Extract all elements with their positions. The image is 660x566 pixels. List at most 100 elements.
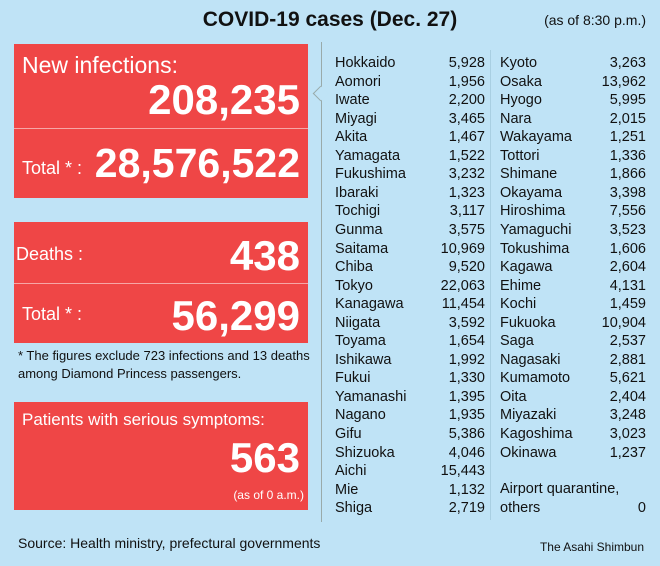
prefecture-name: Fukuoka [500,314,556,331]
prefecture-name: Tokyo [335,277,373,294]
prefecture-row: Fukui 1,330 [335,369,485,388]
prefecture-name: Hyogo [500,92,542,109]
prefecture-value: 3,263 [609,55,646,71]
prefecture-name: Saitama [335,240,389,257]
prefecture-row: Ibaraki 1,323 [335,184,485,203]
prefecture-name: Osaka [500,73,542,90]
prefecture-row: Iwate 2,200 [335,91,485,110]
prefecture-name: Nara [500,110,532,127]
prefecture-row: Yamaguchi 3,523 [500,221,646,240]
airport-row: Airport quarantine, [500,480,646,499]
prefecture-name: Chiba [335,259,373,276]
prefecture-name: Iwate [335,92,370,109]
prefecture-name: Okayama [500,184,563,201]
deaths-panel: Deaths : 438 Total * : 56,299 [14,222,308,343]
prefecture-value: 3,592 [448,314,485,331]
prefecture-value: 2,200 [448,92,485,109]
new-infections-label: New infections: [22,52,178,78]
prefecture-row: Kagawa 2,604 [500,258,646,277]
prefecture-name: Nagasaki [500,351,561,368]
prefecture-value: 5,995 [609,92,646,109]
prefecture-name: Saga [500,333,534,350]
prefecture-name: Gifu [335,426,362,442]
prefecture-value: 2,015 [609,110,646,127]
bracket-line [321,42,322,522]
prefecture-name: Miyagi [335,110,377,127]
prefecture-name: Ishikawa [335,351,392,368]
prefecture-value: 1,459 [609,296,646,313]
prefecture-value: 1,251 [609,129,646,146]
prefecture-row: Saga 2,537 [500,332,646,351]
prefecture-row: Ishikawa 1,992 [335,351,485,370]
prefecture-row: Miyagi 3,465 [335,110,485,129]
source-note: Source: Health ministry, prefectural gov… [18,535,321,551]
prefecture-row: Okinawa 1,237 [500,444,646,463]
prefecture-value: 22,063 [440,277,485,294]
serious-label: Patients with serious symptoms: [22,410,265,429]
serious-as-of: (as of 0 a.m.) [233,488,304,502]
deaths-label: Deaths : [16,244,84,264]
prefecture-row: Shizuoka 4,046 [335,444,485,463]
prefecture-name: Aichi [335,463,367,480]
prefecture-row: Wakayama 1,251 [500,128,646,147]
prefecture-row: Kyoto 3,263 [500,54,646,73]
deaths-value: 438 [229,232,300,279]
prefecture-value: 11,454 [441,296,485,313]
prefecture-name: Yamanashi [335,388,407,405]
prefecture-value: 3,248 [609,407,646,424]
prefecture-name: Gunma [335,221,383,238]
prefecture-value: 1,336 [609,147,646,164]
prefecture-row: Fukuoka 10,904 [500,314,646,333]
airport-label-2: others [500,499,541,516]
prefecture-name: Tokushima [500,240,570,257]
prefecture-row: Shimane 1,866 [500,165,646,184]
prefecture-name: Wakayama [500,129,572,146]
prefecture-row: Fukushima 3,232 [335,165,485,184]
prefecture-name: Hokkaido [335,55,396,71]
prefecture-name: Miyazaki [500,407,557,424]
column-divider [490,50,491,520]
prefecture-row: Nagasaki 2,881 [500,351,646,370]
prefecture-name: Kumamoto [500,370,571,387]
total-infections-label: Total * : [22,158,83,178]
prefecture-row: Saitama 10,969 [335,240,485,259]
prefecture-name: Kyoto [500,55,538,71]
airport-value: 0 [637,499,646,516]
prefecture-value: 10,969 [440,240,485,257]
prefecture-value: 2,404 [609,388,646,405]
page-title: COVID-19 cases (Dec. 27) [202,8,458,31]
prefecture-name: Yamagata [335,147,401,164]
prefecture-row: Toyama 1,654 [335,332,485,351]
prefecture-row: Shiga 2,719 [335,499,485,518]
prefecture-value: 1,606 [609,240,646,257]
prefecture-row: Nara 2,015 [500,110,646,129]
prefecture-name: Tochigi [335,203,381,220]
as-of-time: (as of 8:30 p.m.) [544,12,646,28]
prefecture-value: 5,386 [448,426,485,442]
prefecture-row: Miyazaki 3,248 [500,406,646,425]
prefecture-value: 2,719 [448,500,485,517]
prefecture-name: Yamaguchi [500,221,572,238]
prefecture-name: Ehime [500,277,542,294]
prefecture-row: Gifu 5,386 [335,425,485,444]
prefecture-value: 5,928 [448,55,485,71]
prefecture-name: Kagawa [500,259,553,276]
prefecture-name: Okinawa [500,444,557,461]
prefecture-value: 1,935 [448,407,485,424]
new-infections-value: 208,235 [148,76,300,123]
prefecture-row: Aichi 15,443 [335,462,485,481]
prefecture-value: 5,621 [609,370,646,387]
prefecture-value: 2,881 [609,351,646,368]
prefecture-value: 15,443 [440,463,485,480]
prefecture-value: 1,467 [448,129,485,146]
prefecture-value: 4,131 [609,277,646,294]
prefecture-value: 3,398 [609,184,646,201]
prefecture-value: 4,046 [448,444,485,461]
prefecture-row: Tochigi 3,117 [335,202,485,221]
prefecture-row: Oita 2,404 [500,388,646,407]
prefecture-row: Yamanashi 1,395 [335,388,485,407]
prefecture-value: 2,537 [609,333,646,350]
prefecture-name: Tottori [500,147,540,164]
prefecture-value: 2,604 [609,259,646,276]
